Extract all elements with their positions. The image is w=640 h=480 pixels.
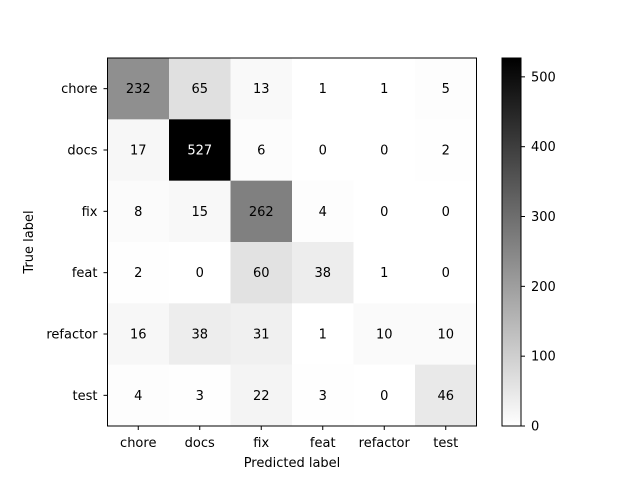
cell-value-label: 5 bbox=[442, 82, 450, 97]
matrix-cell bbox=[353, 180, 416, 243]
cell-value-label: 16 bbox=[130, 328, 147, 343]
cell-value-label: 1 bbox=[319, 82, 327, 97]
cell-value-label: 10 bbox=[376, 328, 393, 343]
matrix-cell bbox=[107, 180, 170, 243]
cell-value-label: 3 bbox=[319, 389, 327, 404]
cell-value-label: 15 bbox=[191, 205, 208, 220]
matrix-cell bbox=[107, 242, 170, 304]
matrix-cell bbox=[230, 58, 293, 120]
x-axis-ticks: chore docs fix feat refactor test bbox=[120, 426, 458, 451]
matrix-frame bbox=[107, 57, 477, 427]
x-tick-label: feat bbox=[310, 436, 336, 451]
cell-value-label: 0 bbox=[442, 205, 450, 220]
cell-value-label: 0 bbox=[319, 144, 327, 159]
y-tick-label: fix bbox=[82, 205, 98, 220]
x-tick-label: refactor bbox=[359, 436, 411, 451]
matrix-cell bbox=[169, 180, 231, 243]
matrix-cells: 232 65 13 1 1 517 527 6 0 0 28 15 262 4 0 02 0 60 38 1 016 38… bbox=[107, 58, 477, 427]
matrix-cell bbox=[353, 303, 416, 365]
matrix-cell bbox=[230, 242, 293, 304]
cell-value-label: 3 bbox=[196, 389, 204, 404]
matrix-cell bbox=[230, 303, 293, 365]
cell-value-label: 232 bbox=[126, 82, 151, 97]
cell-value-label: 1 bbox=[380, 82, 388, 97]
matrix-cell bbox=[415, 364, 477, 427]
cell-value-label: 65 bbox=[191, 82, 208, 97]
cell-value-label: 38 bbox=[314, 266, 331, 281]
matrix-cell bbox=[415, 58, 477, 120]
x-axis-label: Predicted label bbox=[244, 456, 341, 471]
matrix-cell bbox=[107, 58, 170, 120]
matrix-cell bbox=[353, 119, 416, 181]
cell-value-label: 46 bbox=[437, 389, 454, 404]
matrix-cell bbox=[415, 242, 477, 304]
cell-value-label: 0 bbox=[442, 266, 450, 281]
cell-value-label: 60 bbox=[253, 266, 270, 281]
cell-value-label: 10 bbox=[437, 328, 454, 343]
matrix-cell bbox=[230, 119, 293, 181]
x-tick-label: fix bbox=[253, 436, 269, 451]
colorbar-tick-label: 300 bbox=[531, 210, 556, 225]
y-tick-label: test bbox=[73, 389, 98, 404]
y-tick-label: refactor bbox=[46, 328, 98, 343]
cell-value-label: 1 bbox=[319, 328, 327, 343]
cell-value-label: 4 bbox=[134, 389, 142, 404]
colorbar-tick-label: 0 bbox=[531, 420, 539, 435]
matrix-cell bbox=[169, 364, 231, 427]
colorbar-tick-label: 500 bbox=[531, 70, 556, 85]
cell-value-label: 22 bbox=[253, 389, 270, 404]
matrix-cell bbox=[292, 364, 354, 427]
matrix-cell bbox=[169, 303, 231, 365]
matrix-cell bbox=[415, 303, 477, 365]
cell-value-label: 0 bbox=[196, 266, 204, 281]
colorbar-tick-label: 400 bbox=[531, 140, 556, 155]
x-tick-label: chore bbox=[120, 436, 156, 451]
cell-value-label: 17 bbox=[130, 144, 147, 159]
matrix-cell bbox=[292, 242, 354, 304]
matrix-cell bbox=[415, 180, 477, 243]
colorbar-tick-label: 100 bbox=[531, 350, 556, 365]
colorbar bbox=[501, 57, 522, 427]
colorbar-ticks: 0 100 200 300 400 500 bbox=[521, 70, 556, 435]
cell-value-label: 6 bbox=[257, 144, 265, 159]
cell-value-label: 527 bbox=[187, 144, 212, 159]
matrix-cell bbox=[169, 119, 231, 181]
cell-value-label: 13 bbox=[253, 82, 270, 97]
colorbar-tick-label: 200 bbox=[531, 280, 556, 295]
matrix-cell bbox=[353, 364, 416, 427]
y-axis-ticks: chore docs fix feat refactor test bbox=[46, 82, 108, 404]
x-tick-label: test bbox=[433, 436, 458, 451]
matrix-cell bbox=[169, 58, 231, 120]
cell-value-label: 0 bbox=[380, 389, 388, 404]
cell-value-label: 31 bbox=[253, 328, 270, 343]
matrix-cell bbox=[107, 364, 170, 427]
y-tick-label: chore bbox=[61, 82, 97, 97]
matrix-cell bbox=[353, 58, 416, 120]
matrix-cell bbox=[230, 364, 293, 427]
x-tick-label: docs bbox=[185, 436, 215, 451]
y-tick-label: docs bbox=[67, 144, 97, 159]
matrix-cell bbox=[230, 180, 293, 243]
cell-value-label: 0 bbox=[380, 205, 388, 220]
matrix-cell bbox=[415, 119, 477, 181]
cell-value-label: 2 bbox=[442, 144, 450, 159]
cell-value-label: 4 bbox=[319, 205, 327, 220]
cell-value-label: 38 bbox=[191, 328, 208, 343]
cell-value-label: 0 bbox=[380, 144, 388, 159]
y-tick-label: feat bbox=[72, 266, 98, 281]
matrix-cell bbox=[292, 180, 354, 243]
matrix-cell bbox=[107, 303, 170, 365]
matrix-cell bbox=[169, 242, 231, 304]
matrix-cell bbox=[353, 242, 416, 304]
matrix-cell bbox=[292, 58, 354, 120]
cell-value-label: 262 bbox=[249, 205, 274, 220]
cell-value-label: 1 bbox=[380, 266, 388, 281]
y-axis-label: True label bbox=[22, 210, 37, 274]
cell-value-label: 8 bbox=[134, 205, 142, 220]
matrix-cell bbox=[292, 303, 354, 365]
cell-value-label: 2 bbox=[134, 266, 142, 281]
matrix-cell bbox=[107, 119, 170, 181]
matrix-cell bbox=[292, 119, 354, 181]
